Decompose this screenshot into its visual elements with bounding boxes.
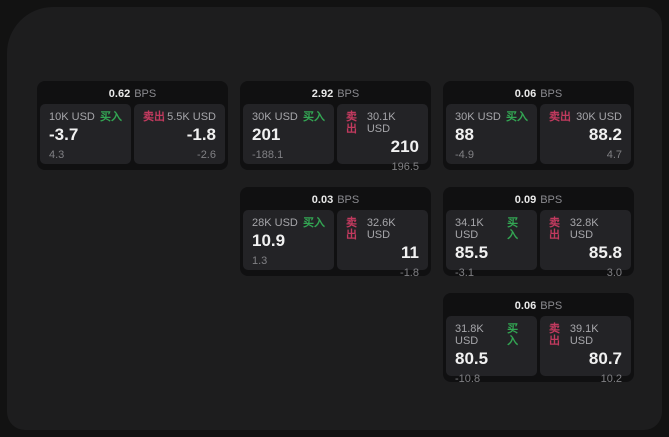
sell-price: 80.7 xyxy=(588,349,622,368)
buy-price: 80.5 xyxy=(455,349,489,368)
buy-notional: 34.1K USD xyxy=(455,217,484,241)
quote-card[interactable]: 0.06 BPS 30K USD 买入 88 -4.9 卖出 30K USD xyxy=(443,81,634,170)
board-row-1: 0.62 BPS 10K USD 买入 -3.7 4.3 卖出 5.5K USD xyxy=(37,81,635,173)
sell-notional: 30K USD xyxy=(576,111,622,123)
buy-panel[interactable]: 34.1K USD 买入 85.5 -3.1 xyxy=(446,210,537,279)
sell-notional: 39.1K USD xyxy=(569,323,599,347)
quote-card[interactable]: 0.62 BPS 10K USD 买入 -3.7 4.3 卖出 5.5K USD xyxy=(37,81,228,170)
buy-notional: 31.8K USD xyxy=(455,323,484,347)
bps-value: 0.03 xyxy=(311,194,334,206)
sell-price: 85.8 xyxy=(588,243,622,262)
sell-delta: -1.8 xyxy=(400,267,419,279)
buy-panel[interactable]: 10K USD 买入 -3.7 4.3 xyxy=(40,104,131,164)
sell-panel[interactable]: 卖出 32.8K USD 85.8 3.0 xyxy=(540,210,631,279)
buy-delta: -188.1 xyxy=(252,149,284,161)
buy-price: -3.7 xyxy=(49,125,79,144)
sell-delta: 3.0 xyxy=(606,267,622,279)
bps-value: 0.06 xyxy=(514,300,537,312)
bps-header: 0.03 BPS xyxy=(243,190,428,210)
buy-delta: 4.3 xyxy=(49,149,65,161)
buy-panel[interactable]: 31.8K USD 买入 80.5 -10.8 xyxy=(446,316,537,385)
buy-price: 85.5 xyxy=(455,243,489,262)
bps-header: 0.06 BPS xyxy=(446,296,631,316)
quotes-board: 0.62 BPS 10K USD 买入 -3.7 4.3 卖出 5.5K USD xyxy=(37,81,635,385)
sell-panel[interactable]: 卖出 39.1K USD 80.7 10.2 xyxy=(540,316,631,385)
buy-delta: 1.3 xyxy=(252,255,268,267)
buy-delta: -3.1 xyxy=(455,267,474,279)
empty-slot xyxy=(37,293,228,382)
buy-side-label: 买入 xyxy=(507,217,519,241)
sell-panel[interactable]: 卖出 30K USD 88.2 4.7 xyxy=(540,104,631,164)
sell-side-label: 卖出 xyxy=(549,217,560,241)
buy-side-label: 买入 xyxy=(303,217,325,229)
empty-slot xyxy=(240,293,431,382)
sell-panel[interactable]: 卖出 32.6K USD 11 -1.8 xyxy=(337,210,428,279)
board-row-2: 0.03 BPS 28K USD 买入 10.9 1.3 卖出 32.6K US… xyxy=(37,187,635,279)
sell-side-label: 卖出 xyxy=(549,323,560,347)
sell-side-label: 卖出 xyxy=(346,111,357,135)
buy-panel[interactable]: 28K USD 买入 10.9 1.3 xyxy=(243,210,334,270)
buy-side-label: 买入 xyxy=(303,111,325,123)
bps-header: 0.06 BPS xyxy=(446,84,631,104)
buy-delta: -10.8 xyxy=(455,373,481,385)
bps-unit-label: BPS xyxy=(134,88,157,100)
sell-notional: 30.1K USD xyxy=(366,111,396,135)
buy-notional: 30K USD xyxy=(455,111,501,123)
bps-value: 0.06 xyxy=(514,88,537,100)
sell-price: 11 xyxy=(401,243,419,262)
quote-card[interactable]: 2.92 BPS 30K USD 买入 201 -188.1 卖出 30.1K … xyxy=(240,81,431,173)
sell-side-label: 卖出 xyxy=(346,217,357,241)
bps-unit-label: BPS xyxy=(540,300,563,312)
buy-notional: 10K USD xyxy=(49,111,95,123)
bps-value: 0.62 xyxy=(108,88,131,100)
sell-price: 88.2 xyxy=(588,125,622,144)
sell-delta: -2.6 xyxy=(197,149,216,161)
sell-notional: 32.6K USD xyxy=(366,217,396,241)
bps-value: 2.92 xyxy=(311,88,334,100)
sell-delta: 196.5 xyxy=(391,161,419,173)
sell-price: -1.8 xyxy=(186,125,216,144)
buy-panel[interactable]: 30K USD 买入 88 -4.9 xyxy=(446,104,537,164)
sell-panel[interactable]: 卖出 30.1K USD 210 196.5 xyxy=(337,104,428,173)
bps-unit-label: BPS xyxy=(337,194,360,206)
sell-delta: 4.7 xyxy=(606,149,622,161)
bps-value: 0.09 xyxy=(514,194,537,206)
buy-price: 10.9 xyxy=(252,231,286,250)
empty-slot xyxy=(37,187,228,276)
sell-side-label: 卖出 xyxy=(143,111,165,123)
bps-unit-label: BPS xyxy=(337,88,360,100)
quote-card[interactable]: 0.09 BPS 34.1K USD 买入 85.5 -3.1 卖出 32.8K… xyxy=(443,187,634,279)
sell-notional: 32.8K USD xyxy=(569,217,599,241)
buy-side-label: 买入 xyxy=(506,111,528,123)
buy-notional: 30K USD xyxy=(252,111,298,123)
sell-price: 210 xyxy=(390,137,419,156)
bps-header: 0.09 BPS xyxy=(446,190,631,210)
buy-notional: 28K USD xyxy=(252,217,298,229)
bps-header: 0.62 BPS xyxy=(40,84,225,104)
quote-card[interactable]: 0.03 BPS 28K USD 买入 10.9 1.3 卖出 32.6K US… xyxy=(240,187,431,279)
sell-delta: 10.2 xyxy=(600,373,622,385)
buy-side-label: 买入 xyxy=(507,323,519,347)
bps-header: 2.92 BPS xyxy=(243,84,428,104)
sell-notional: 5.5K USD xyxy=(167,111,216,123)
buy-price: 201 xyxy=(252,125,281,144)
board-row-3: 0.06 BPS 31.8K USD 买入 80.5 -10.8 卖出 39.1… xyxy=(37,293,635,385)
buy-panel[interactable]: 30K USD 买入 201 -188.1 xyxy=(243,104,334,164)
sell-side-label: 卖出 xyxy=(549,111,571,123)
bps-unit-label: BPS xyxy=(540,88,563,100)
buy-price: 88 xyxy=(455,125,474,144)
sell-panel[interactable]: 卖出 5.5K USD -1.8 -2.6 xyxy=(134,104,225,164)
bps-unit-label: BPS xyxy=(540,194,563,206)
quote-card[interactable]: 0.06 BPS 31.8K USD 买入 80.5 -10.8 卖出 39.1… xyxy=(443,293,634,385)
buy-delta: -4.9 xyxy=(455,149,474,161)
buy-side-label: 买入 xyxy=(100,111,122,123)
